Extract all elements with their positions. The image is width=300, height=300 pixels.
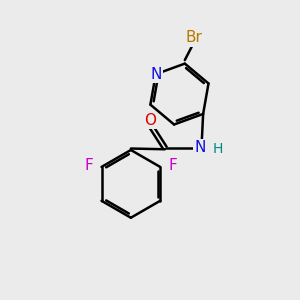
Text: O: O (144, 113, 156, 128)
Text: H: H (213, 142, 223, 156)
Text: F: F (168, 158, 177, 173)
Text: F: F (85, 158, 94, 173)
Text: N: N (194, 140, 206, 155)
Text: Br: Br (185, 31, 202, 46)
Text: N: N (150, 67, 161, 82)
